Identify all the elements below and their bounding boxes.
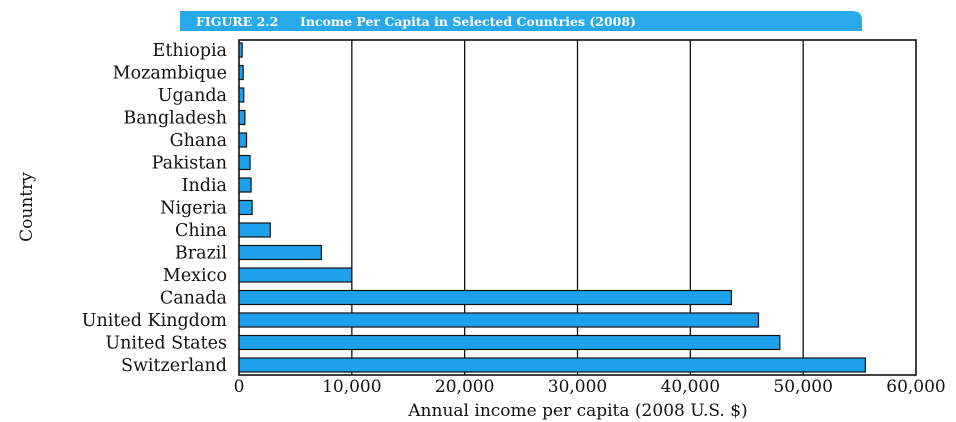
category-label: Bangladesh <box>123 109 227 129</box>
bars <box>238 42 866 373</box>
figure-banner: FIGURE 2.2 Income Per Capita in Selected… <box>180 11 862 31</box>
x-tick-label: 10,000 <box>322 377 381 397</box>
category-label: Mexico <box>163 266 227 286</box>
category-label: United Kingdom <box>82 311 228 331</box>
x-tick-label: 40,000 <box>661 377 720 397</box>
bar <box>238 357 866 373</box>
category-label: Nigeria <box>160 199 227 219</box>
category-label: Ghana <box>170 131 227 151</box>
x-tick-label: 50,000 <box>773 377 832 397</box>
x-tick-label: 20,000 <box>435 377 494 397</box>
bar <box>238 267 353 283</box>
bar <box>238 222 271 238</box>
bar <box>238 334 781 351</box>
category-label: United States <box>105 334 227 354</box>
bar <box>238 312 760 328</box>
bar <box>238 289 733 306</box>
x-tick-label: 0 <box>234 377 245 397</box>
category-label: Uganda <box>158 86 227 106</box>
bar <box>238 199 253 216</box>
bar <box>238 109 246 126</box>
bar <box>238 42 243 58</box>
category-label: Switzerland <box>121 356 227 376</box>
banner-shape <box>180 11 862 31</box>
category-label: Pakistan <box>152 154 227 174</box>
x-axis-title: Annual income per capita (2008 U.S. $) <box>407 401 747 421</box>
figure-title: Income Per Capita in Selected Countries … <box>300 14 636 29</box>
x-tick-label: 30,000 <box>548 377 607 397</box>
bar <box>238 154 251 171</box>
bar <box>238 87 245 103</box>
figure-label: FIGURE 2.2 <box>196 14 278 29</box>
bar <box>238 132 248 148</box>
y-axis-title: Country <box>17 172 37 242</box>
bar <box>238 244 322 261</box>
x-tick-label: 60,000 <box>886 377 945 397</box>
x-tick-labels: 0 10,000 20,000 30,000 40,000 50,000 60,000 <box>234 377 946 397</box>
bar <box>238 64 244 81</box>
category-label: Ethiopia <box>153 41 227 61</box>
category-label: Canada <box>160 289 227 309</box>
bar <box>238 177 252 193</box>
category-label: Brazil <box>175 244 227 264</box>
category-label: Mozambique <box>113 64 227 84</box>
category-label: India <box>182 176 227 196</box>
category-label: China <box>175 221 227 241</box>
